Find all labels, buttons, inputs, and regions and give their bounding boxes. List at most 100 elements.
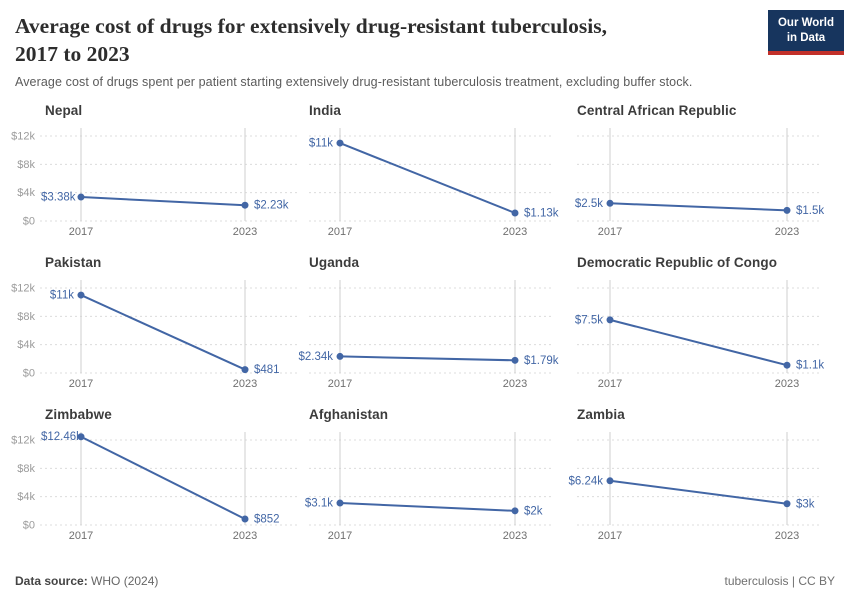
data-point-2017: [606, 316, 614, 324]
data-line: [609, 202, 788, 212]
y-tick-label: $8k: [17, 311, 35, 323]
x-tick-label: 2023: [775, 530, 799, 542]
data-point-2023: [783, 206, 791, 214]
data-line: [80, 435, 246, 520]
facet-title: India: [309, 103, 342, 119]
x-tick-label: 2017: [328, 530, 352, 542]
x-tick-label: 2017: [69, 530, 93, 542]
chart-title: Average cost of drugs for extensively dr…: [15, 13, 745, 68]
x-tick-label: 2023: [233, 378, 257, 390]
data-point-2023: [783, 500, 791, 508]
value-label-2023: $1.79k: [524, 355, 559, 367]
value-label-2017: $12.46k: [41, 431, 82, 443]
facet-title: Central African Republic: [577, 103, 737, 119]
data-point-2017: [77, 291, 85, 299]
line-chart-india[interactable]: 2017 2023 $11k $1.13k: [309, 121, 577, 245]
facet-title: Afghanistan: [309, 407, 389, 423]
y-tick-label: $4k: [17, 491, 35, 503]
value-label-2023: $3k: [796, 498, 815, 510]
data-point-2023: [241, 515, 249, 523]
value-label-2017: $2.34k: [298, 351, 333, 363]
owid-logo-line2: in Data: [786, 31, 826, 44]
x-tick-label: 2023: [775, 226, 799, 238]
owid-logo-line1: Our World: [777, 17, 834, 29]
x-tick-label: 2023: [503, 378, 527, 390]
y-tick-label: $12k: [11, 435, 35, 447]
facet-title: Zambia: [577, 407, 625, 423]
y-tick-label: $0: [23, 216, 35, 228]
value-label-2017: $3.38k: [41, 192, 76, 204]
data-line: [80, 196, 246, 207]
x-tick-label: 2017: [328, 378, 352, 390]
line-chart-democratic-republic-of-congo[interactable]: 2017 2023 $7.5k $1.1k: [575, 273, 834, 397]
data-point-2023: [511, 507, 519, 515]
data-line: [339, 355, 516, 362]
attribution-license[interactable]: tuberculosis | CC BY: [724, 574, 836, 588]
data-line: [339, 502, 516, 512]
line-chart-central-african-republic[interactable]: 2017 2023 $2.5k $1.5k: [575, 121, 834, 245]
y-tick-label: $8k: [17, 159, 35, 171]
chart-panel: Nepal $0 $4k $8k $12k 2017 2023 $3.38k $2.23k: [11, 103, 309, 245]
value-label-2017: $11k: [50, 290, 74, 302]
value-label-2017: $3.1k: [305, 498, 333, 510]
value-label-2023: $1.13k: [524, 208, 559, 220]
data-line: [609, 318, 788, 367]
y-tick-label: $0: [23, 520, 35, 532]
chart-panel: Democratic Republic of Congo 2017 2023 $7.…: [575, 255, 834, 397]
y-tick-label: $12k: [11, 131, 35, 143]
data-point-2023: [783, 361, 791, 369]
x-tick-label: 2017: [69, 378, 93, 390]
x-tick-label: 2017: [598, 378, 622, 390]
line-chart-zambia[interactable]: 2017 2023 $6.24k $3k: [568, 425, 834, 549]
facet-grid: Nepal $0 $4k $8k $12k 2017 2023 $3.38k $2.23k I…: [0, 103, 850, 549]
data-line: [609, 479, 788, 505]
line-chart-zimbabwe[interactable]: $0 $4k $8k $12k 2017 2023 $12.46k $852: [11, 425, 309, 549]
x-tick-label: 2017: [69, 226, 93, 238]
chart-panel: India 2017 2023 $11k $1.13k: [309, 103, 577, 245]
chart-title-line1: Average cost of drugs for extensively dr…: [15, 14, 607, 38]
x-tick-label: 2023: [233, 226, 257, 238]
data-point-2023: [511, 356, 519, 364]
x-tick-label: 2017: [598, 226, 622, 238]
data-point-2017: [77, 193, 85, 201]
data-point-2017: [336, 499, 344, 507]
value-label-2023: $2k: [524, 505, 543, 517]
data-point-2017: [77, 433, 85, 441]
chart-footer: Data source: WHO (2024) tuberculosis | C…: [15, 574, 835, 588]
facet-title: Uganda: [309, 255, 360, 271]
facet-title: Nepal: [45, 103, 83, 119]
y-tick-label: $12k: [11, 283, 35, 295]
x-tick-label: 2017: [328, 226, 352, 238]
value-label-2023: $2.23k: [254, 200, 289, 212]
x-tick-label: 2023: [503, 530, 527, 542]
line-chart-pakistan[interactable]: $0 $4k $8k $12k 2017 2023 $11k $481: [11, 273, 309, 397]
chart-panel: Zimbabwe $0 $4k $8k $12k 2017 2023 $12.46k $852: [11, 407, 309, 549]
value-label-2017: $11k: [309, 138, 333, 150]
y-tick-label: $4k: [17, 339, 35, 351]
value-label-2023: $1.5k: [796, 205, 824, 217]
data-point-2017: [606, 477, 614, 485]
data-point-2023: [241, 201, 249, 209]
chart-panel: Central African Republic 2017 2023 $2.5k $1…: [575, 103, 834, 245]
data-source-value: WHO (2024): [91, 574, 159, 588]
data-source-label: Data source:: [15, 574, 88, 588]
line-chart-nepal[interactable]: $0 $4k $8k $12k 2017 2023 $3.38k $2.23k: [11, 121, 309, 245]
owid-logo[interactable]: Our World in Data: [768, 10, 844, 55]
data-source: Data source: WHO (2024): [15, 574, 158, 588]
line-chart-uganda[interactable]: 2017 2023 $2.34k $1.79k: [298, 273, 577, 397]
x-tick-label: 2017: [598, 530, 622, 542]
chart-panel: Uganda 2017 2023 $2.34k $1.79k: [298, 255, 577, 397]
value-label-2023: $481: [254, 364, 280, 376]
data-point-2017: [336, 139, 344, 147]
facet-title: Democratic Republic of Congo: [577, 255, 778, 271]
x-tick-label: 2023: [503, 226, 527, 238]
value-label-2017: $2.5k: [575, 198, 603, 210]
value-label-2017: $7.5k: [575, 314, 603, 326]
data-point-2023: [511, 209, 519, 217]
x-tick-label: 2023: [775, 378, 799, 390]
line-chart-afghanistan[interactable]: 2017 2023 $3.1k $2k: [305, 425, 577, 549]
data-point-2017: [336, 352, 344, 360]
chart-header: Average cost of drugs for extensively dr…: [0, 0, 850, 89]
chart-title-line2: 2017 to 2023: [15, 41, 130, 66]
